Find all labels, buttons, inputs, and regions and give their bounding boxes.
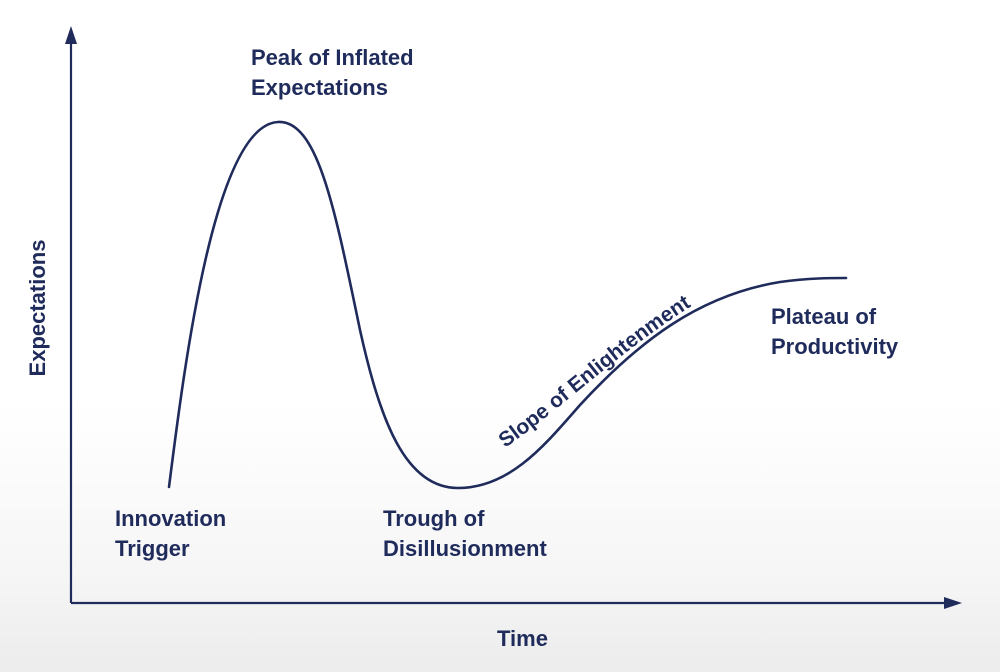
y-axis-label: Expectations <box>25 239 50 377</box>
trough-of-disillusionment-label: Trough of Disillusionment <box>383 504 547 564</box>
trough-label-line-1: Trough of <box>383 506 485 531</box>
trigger-label-line-1: Innovation <box>115 506 227 531</box>
trough-label-line-2: Disillusionment <box>383 536 547 561</box>
hype-curve <box>167 120 848 490</box>
peak-of-inflated-expectations-label: Peak of Inflated Expectations <box>251 43 414 103</box>
slope-label-path: Slope of Enlightenment <box>495 291 695 452</box>
plateau-label-line-2: Productivity <box>771 334 899 359</box>
x-axis-arrowhead <box>944 597 962 609</box>
x-axis-label: Time <box>497 626 548 651</box>
peak-label-line-1: Peak of Inflated <box>251 45 414 70</box>
plateau-of-productivity-label: Plateau of Productivity <box>771 302 898 362</box>
slope-of-enlightenment-label: Slope of Enlightenment <box>495 291 695 452</box>
peak-label-line-2: Expectations <box>251 75 388 100</box>
trigger-label-line-2: Trigger <box>115 536 190 561</box>
innovation-trigger-label: Innovation Trigger <box>115 504 226 564</box>
plateau-label-line-1: Plateau of <box>771 304 877 329</box>
y-axis-arrowhead <box>65 26 77 44</box>
